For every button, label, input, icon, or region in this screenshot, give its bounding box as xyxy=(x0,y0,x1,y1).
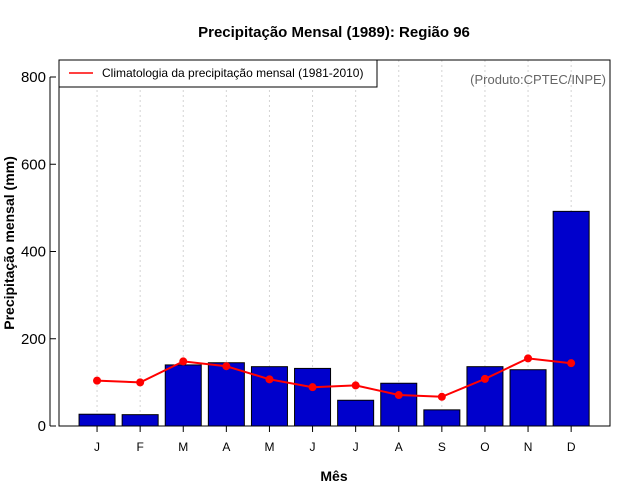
bar-6 xyxy=(295,368,331,426)
climatology-point-7 xyxy=(352,381,360,389)
bar-2 xyxy=(122,415,158,426)
x-tick-label: J xyxy=(94,440,100,454)
climatology-point-11 xyxy=(524,354,532,362)
climatology-point-12 xyxy=(567,359,575,367)
y-tick-label: 600 xyxy=(21,156,46,173)
bar-4 xyxy=(208,363,244,426)
climatology-point-4 xyxy=(222,362,230,370)
bar-11 xyxy=(510,370,546,426)
y-tick-label: 200 xyxy=(21,331,46,348)
legend: Climatologia da precipitação mensal (198… xyxy=(59,60,377,87)
climatology-point-6 xyxy=(309,383,317,391)
credit-annotation: (Produto:CPTEC/INPE) xyxy=(470,72,606,87)
climatology-point-3 xyxy=(179,357,187,365)
y-tick-label: 800 xyxy=(21,69,46,86)
climatology-point-5 xyxy=(265,375,273,383)
climatology-point-2 xyxy=(136,378,144,386)
bar-12 xyxy=(553,211,589,426)
x-tick-label: A xyxy=(222,440,230,454)
bar-8 xyxy=(381,383,417,426)
x-tick-label: F xyxy=(136,440,143,454)
x-tick-label: D xyxy=(567,440,576,454)
y-tick-label: 400 xyxy=(21,244,46,261)
x-tick-label: S xyxy=(438,440,446,454)
x-tick-label: A xyxy=(395,440,403,454)
bar-7 xyxy=(338,400,374,426)
x-tick-label: O xyxy=(480,440,489,454)
y-tick-label: 0 xyxy=(38,418,46,435)
x-tick-label: M xyxy=(178,440,188,454)
climatology-point-1 xyxy=(93,377,101,385)
legend-entry-climatology: Climatologia da precipitação mensal (198… xyxy=(102,66,363,80)
bar-3 xyxy=(165,365,201,426)
y-axis: 0 200 400 600 800 xyxy=(21,69,56,435)
precipitation-chart: 0 200 400 600 800 J F M A M J J A S O N D Precipitação … xyxy=(0,0,640,500)
climatology-point-8 xyxy=(395,391,403,399)
climatology-point-9 xyxy=(438,393,446,401)
x-tick-label: J xyxy=(310,440,316,454)
chart-title: Precipitação Mensal (1989): Região 96 xyxy=(198,24,470,41)
x-tick-label: M xyxy=(264,440,274,454)
x-tick-label: J xyxy=(353,440,359,454)
bar-9 xyxy=(424,410,460,426)
y-axis-title: Precipitação mensal (mm) xyxy=(1,156,17,330)
x-axis-title: Mês xyxy=(320,468,347,484)
x-tick-label: N xyxy=(524,440,533,454)
bar-1 xyxy=(79,414,115,426)
climatology-point-10 xyxy=(481,375,489,383)
bars xyxy=(79,211,589,426)
